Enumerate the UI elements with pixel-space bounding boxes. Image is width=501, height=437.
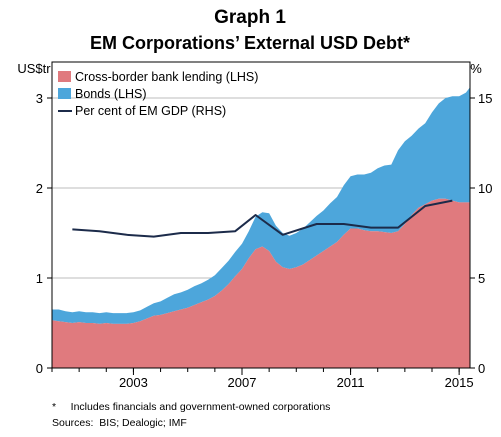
- line-series: [72, 199, 453, 238]
- legend-label-bonds: Bonds (LHS): [75, 87, 147, 101]
- chart-title: Graph 1: [214, 7, 286, 28]
- x-tick-label: 2011: [337, 375, 365, 390]
- footnote: * Includes financials and government-own…: [52, 401, 330, 413]
- right-tick-label: 5: [478, 271, 485, 286]
- legend-label-bank-lending: Cross-border bank lending (LHS): [75, 70, 258, 84]
- x-tick-label: 2003: [119, 375, 148, 390]
- area-bank-lending: [52, 198, 470, 368]
- left-tick-label: 0: [36, 361, 43, 376]
- sources: Sources: BIS; Dealogic; IMF: [52, 417, 187, 429]
- right-tick-label: 10: [478, 181, 492, 196]
- x-tick-label: 2015: [445, 375, 474, 390]
- right-tick-label: 0: [478, 361, 485, 376]
- legend-swatch-bank-lending: [58, 71, 71, 82]
- chart-subtitle: EM Corporations’ External USD Debt*: [90, 33, 410, 53]
- legend: Cross-border bank lending (LHS) Bonds (L…: [58, 70, 258, 118]
- left-axis-unit: US$tr: [17, 61, 51, 76]
- plot-frame: [51, 61, 471, 369]
- area-series: [52, 87, 470, 368]
- area-bonds: [52, 87, 470, 324]
- left-tick-label: 1: [36, 271, 43, 286]
- legend-label-gdp: Per cent of EM GDP (RHS): [75, 104, 226, 118]
- left-tick-label: 3: [36, 91, 43, 106]
- left-tick-label: 2: [36, 181, 43, 196]
- right-tick-label: 15: [478, 91, 492, 106]
- line-gdp-percent: [72, 199, 453, 238]
- right-axis-unit: %: [470, 61, 482, 76]
- legend-swatch-bonds: [58, 88, 71, 99]
- x-tick-label: 2007: [228, 375, 257, 390]
- axis-ticks: 0 1 2 3 0 5 10 15 2003 2007 2011 2015: [36, 91, 493, 390]
